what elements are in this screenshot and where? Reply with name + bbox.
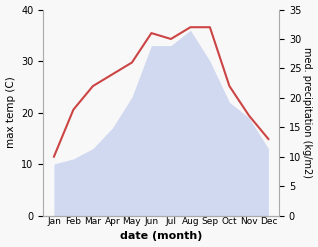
Y-axis label: max temp (C): max temp (C) (5, 77, 16, 148)
X-axis label: date (month): date (month) (120, 231, 202, 242)
Y-axis label: med. precipitation (kg/m2): med. precipitation (kg/m2) (302, 47, 313, 178)
